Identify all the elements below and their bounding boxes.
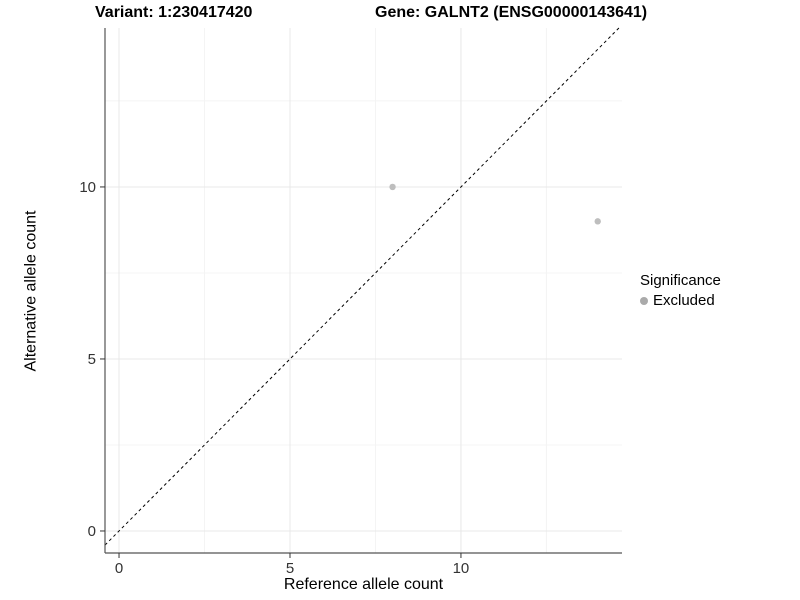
- data-point: [389, 183, 396, 191]
- y-tick-label: 10: [79, 179, 96, 196]
- y-tick-label: 0: [88, 523, 96, 540]
- x-tick-label: 5: [286, 560, 294, 577]
- legend: Significance Excluded: [640, 272, 721, 309]
- legend-point-icon: [640, 296, 648, 305]
- gene-title: Gene: GALNT2 (ENSG00000143641): [375, 4, 648, 21]
- x-tick-label: 0: [115, 560, 123, 577]
- x-axis-title: Reference allele count: [283, 576, 444, 593]
- data-point: [594, 218, 601, 225]
- y-axis-title: Alternative allele count: [22, 210, 40, 372]
- variant-title: Variant: 1:230417420: [95, 4, 253, 21]
- x-tick-label: 10: [453, 560, 470, 577]
- y-tick-label: 5: [88, 351, 96, 368]
- identity-dashed-line: [104, 27, 620, 546]
- legend-item-label: Excluded: [653, 292, 715, 309]
- legend-item-excluded: Excluded: [640, 292, 721, 309]
- legend-title: Significance: [640, 272, 721, 289]
